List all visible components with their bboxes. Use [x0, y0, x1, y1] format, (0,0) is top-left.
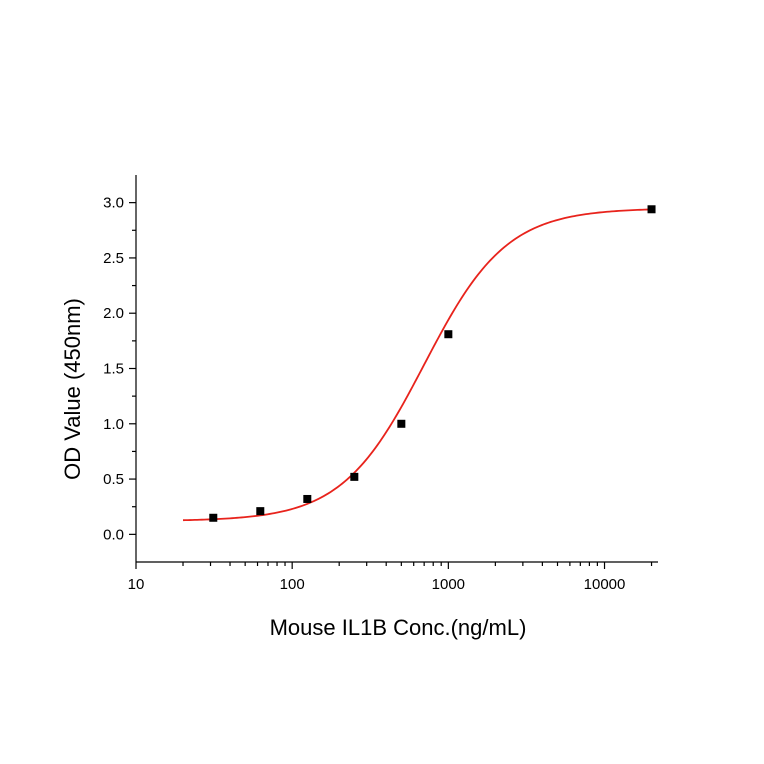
y-tick-label: 2.5: [103, 250, 124, 267]
y-axis-title: OD Value (450nm): [60, 298, 85, 480]
y-tick-label: 1.0: [103, 416, 124, 433]
y-tick-label: 0.0: [103, 526, 124, 543]
data-point: [647, 205, 656, 214]
data-point: [444, 330, 453, 339]
x-ticks: 10 100 1000 10000: [128, 562, 653, 593]
data-point: [209, 513, 218, 522]
x-tick-label: 10000: [584, 576, 626, 593]
y-tick-label: 1.5: [103, 361, 124, 378]
y-tick-label: 3.0: [103, 195, 124, 212]
axes: [135, 175, 658, 563]
y-ticks: 0.0 0.5 1.0 1.5 2.0 2.5 3.0: [103, 195, 136, 543]
x-axis-title: Mouse IL1B Conc.(ng/mL): [270, 615, 527, 640]
x-tick-label: 100: [280, 576, 305, 593]
x-tick-label: 10: [128, 576, 145, 593]
fit-curve: [182, 208, 652, 522]
data-point: [256, 507, 265, 516]
x-tick-label: 1000: [432, 576, 465, 593]
data-point: [350, 472, 359, 481]
y-tick-label: 0.5: [103, 471, 124, 488]
fit-curve-layer: [182, 208, 652, 522]
data-point: [397, 419, 406, 428]
data-points-layer: [209, 205, 656, 522]
y-tick-label: 2.0: [103, 305, 124, 322]
data-point: [303, 494, 312, 503]
